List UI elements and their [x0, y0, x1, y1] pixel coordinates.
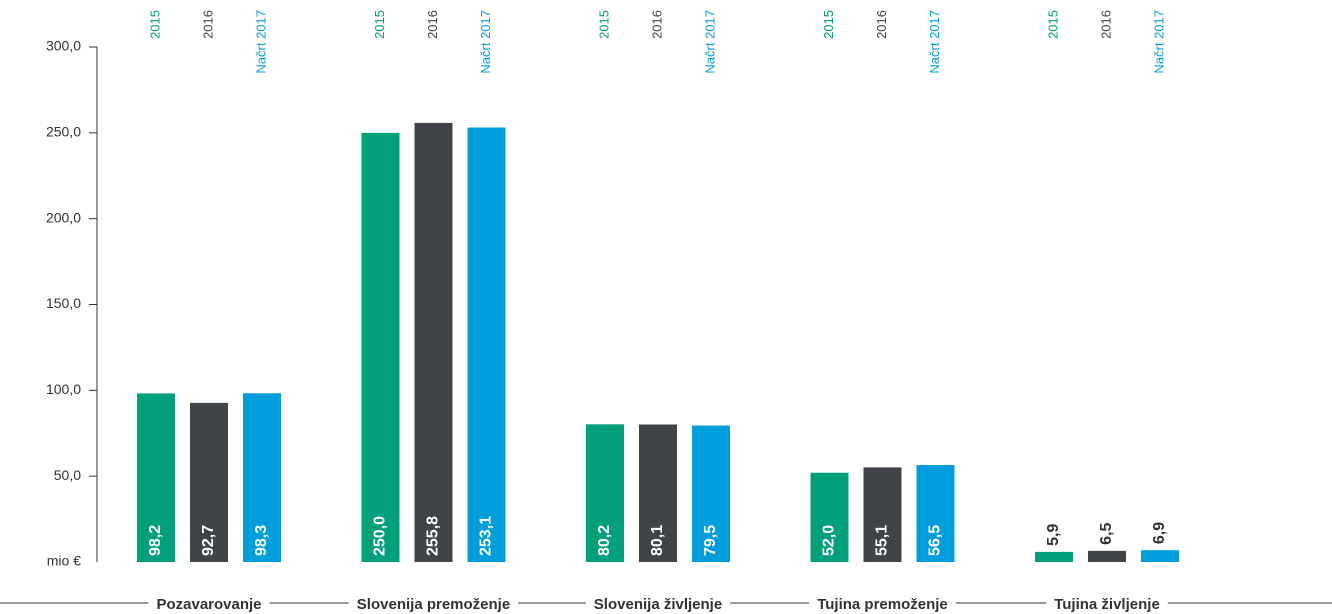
- series-header: Načrt 2017: [478, 10, 493, 74]
- value-label: 6,9: [1151, 522, 1168, 544]
- category-label: Tujina življenje: [1054, 596, 1160, 613]
- series-header: 2015: [596, 10, 611, 39]
- category-label-bg: [348, 594, 519, 612]
- y-axis-label: mio €: [47, 553, 81, 569]
- bar: [639, 424, 677, 562]
- bar: [414, 122, 453, 563]
- bar: [916, 465, 955, 562]
- value-label: 92,7: [200, 525, 217, 556]
- bar: [190, 402, 228, 562]
- category-label-bg: [148, 594, 270, 612]
- y-tick-label: 250,0: [46, 124, 81, 140]
- bar: [137, 393, 175, 562]
- value-label: 250,0: [372, 516, 389, 556]
- value-label: 5,9: [1045, 524, 1062, 546]
- value-label: 80,1: [649, 525, 666, 556]
- bar: [692, 425, 730, 562]
- series-header: 2015: [372, 10, 387, 39]
- value-label: 79,5: [702, 525, 719, 556]
- y-tick-label: 150,0: [46, 295, 81, 311]
- series-header: Načrt 2017: [253, 10, 268, 74]
- series-header: 2015: [821, 10, 836, 39]
- y-tick-label: 50,0: [54, 467, 81, 483]
- bar: [863, 467, 902, 562]
- series-header: 2016: [200, 10, 215, 39]
- bar: [810, 472, 849, 562]
- value-label: 255,8: [425, 516, 442, 556]
- value-label: 98,3: [253, 525, 270, 556]
- bar: [243, 393, 281, 562]
- category-label: Slovenija življenje: [594, 596, 722, 613]
- value-label: 98,2: [147, 525, 164, 556]
- y-tick-label: 200,0: [46, 209, 81, 225]
- bar: [1141, 550, 1179, 562]
- category-label-bg: [585, 594, 731, 612]
- bar: [1035, 551, 1073, 562]
- series-header: Načrt 2017: [1151, 10, 1166, 74]
- bar: [467, 127, 506, 563]
- series-header: 2015: [1045, 10, 1060, 39]
- series-header: 2015: [147, 10, 162, 39]
- category-label: Pozavarovanje: [156, 596, 261, 613]
- y-tick-label: 300,0: [46, 38, 81, 54]
- value-label: 253,1: [478, 516, 495, 556]
- series-header: Načrt 2017: [927, 10, 942, 74]
- category-label-bg: [809, 594, 956, 612]
- category-label: Tujina premoženje: [817, 596, 948, 613]
- category-label-bg: [1046, 594, 1168, 612]
- value-label: 56,5: [927, 525, 944, 556]
- category-label: Slovenija premoženje: [357, 596, 510, 613]
- bar: [361, 132, 400, 563]
- value-label: 55,1: [874, 525, 891, 556]
- value-label: 52,0: [821, 525, 838, 556]
- series-header: 2016: [874, 10, 889, 39]
- series-header: 2016: [649, 10, 664, 39]
- series-header: Načrt 2017: [702, 10, 717, 74]
- value-label: 6,5: [1098, 522, 1115, 544]
- series-header: 2016: [425, 10, 440, 39]
- bar: [1088, 550, 1126, 562]
- y-tick-label: 100,0: [46, 381, 81, 397]
- value-label: 80,2: [596, 525, 613, 556]
- series-header: 2016: [1098, 10, 1113, 39]
- bar: [586, 424, 624, 562]
